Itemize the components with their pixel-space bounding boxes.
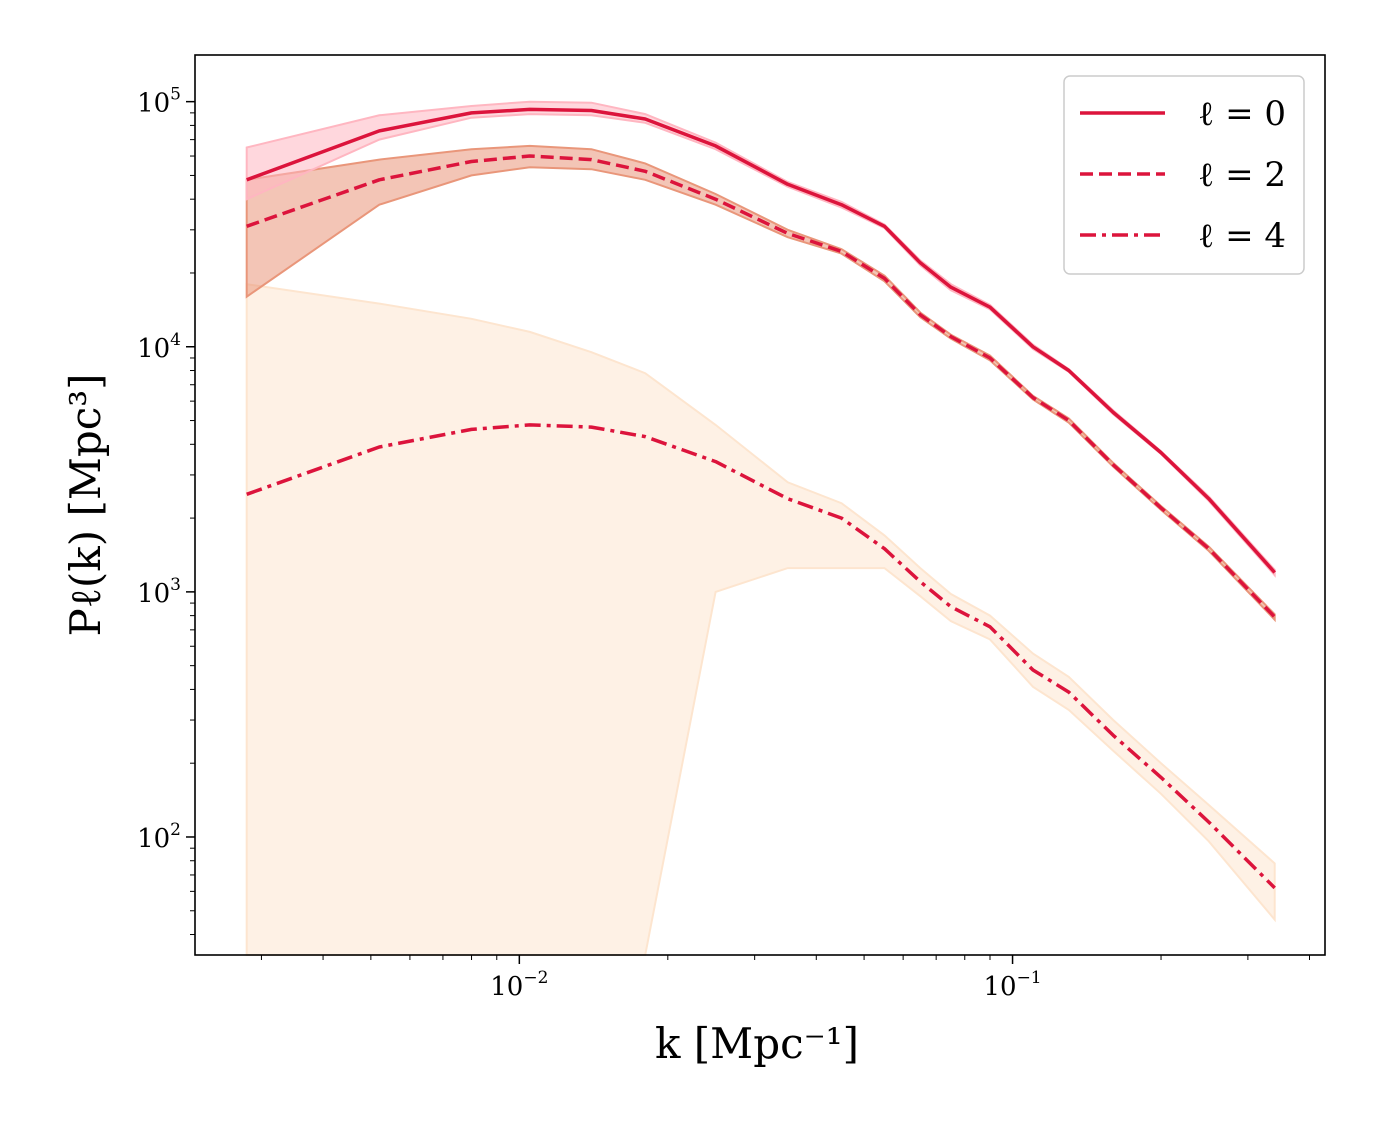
legend: ℓ = 0 ℓ = 2 ℓ = 4 bbox=[1063, 75, 1305, 275]
x-axis-label: k [Mpc⁻¹] bbox=[655, 1019, 859, 1068]
y-tick-label: 104 bbox=[137, 330, 181, 364]
y-tick-label: 102 bbox=[137, 820, 181, 854]
legend-box bbox=[1063, 75, 1305, 275]
band-l4 bbox=[245, 283, 1276, 956]
x-tick-label: 10−2 bbox=[490, 968, 548, 1002]
x-tick-label: 10−1 bbox=[983, 968, 1041, 1002]
plot-frame bbox=[194, 54, 1326, 956]
series-line-l2 bbox=[246, 154, 1276, 619]
y-tick-label: 105 bbox=[137, 85, 181, 119]
y-axis-label: Pℓ(k) [Mpc³] bbox=[61, 374, 110, 637]
series-line-l0 bbox=[246, 107, 1277, 574]
band-l0 bbox=[245, 100, 1276, 578]
series-lines bbox=[246, 107, 1277, 890]
legend-label-l0: ℓ = 0 bbox=[1198, 94, 1286, 134]
band-l2 bbox=[245, 144, 1276, 623]
y-tick-label: 103 bbox=[137, 575, 181, 609]
axis-ticks: 10−2 10−1 102 103 104 105 bbox=[137, 85, 1311, 1002]
series-line-l4 bbox=[246, 423, 1276, 890]
confidence-bands bbox=[245, 100, 1276, 956]
legend-label-l2: ℓ = 2 bbox=[1198, 155, 1286, 195]
legend-label-l4: ℓ = 4 bbox=[1198, 216, 1286, 256]
